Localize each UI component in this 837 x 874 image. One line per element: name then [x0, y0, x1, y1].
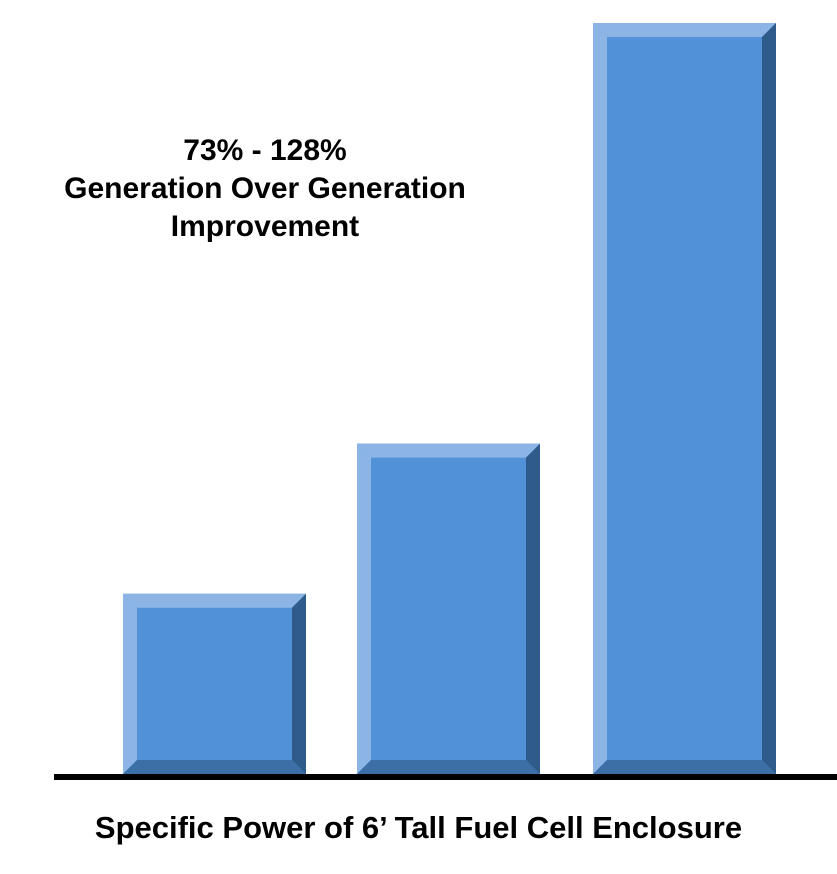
- bar-bevel-left: [123, 593, 137, 774]
- bar-bevel-top: [123, 593, 306, 608]
- annotation-line-3: Improvement: [170, 210, 360, 243]
- bar-bevel-top: [593, 23, 776, 38]
- bar-bevel-bottom: [123, 760, 306, 774]
- bar-bevel-left: [357, 443, 371, 774]
- bar-bevel-bottom: [593, 760, 776, 774]
- bar-2: [357, 443, 540, 774]
- bar-bevel-bottom: [357, 760, 540, 774]
- bar-face: [357, 443, 540, 774]
- annotation-line-2: Generation Over Generation: [64, 172, 466, 205]
- bar-3: [593, 23, 776, 775]
- bar-face: [593, 23, 776, 775]
- bar-bevel-right: [762, 23, 776, 775]
- bar-bevel-right: [526, 443, 540, 774]
- bar-bevel-left: [593, 23, 607, 775]
- bar-bevel-right: [292, 593, 306, 774]
- x-axis-label: Specific Power of 6’ Tall Fuel Cell Encl…: [94, 810, 743, 845]
- bar-bevel-top: [357, 443, 540, 458]
- bar-face: [123, 593, 306, 774]
- annotation-line-1: 73% - 128%: [183, 134, 347, 167]
- bar-1: [123, 593, 306, 774]
- improvement-annotation: 73% - 128% Generation Over Generation Im…: [10, 132, 520, 246]
- bars-layer: [123, 23, 776, 775]
